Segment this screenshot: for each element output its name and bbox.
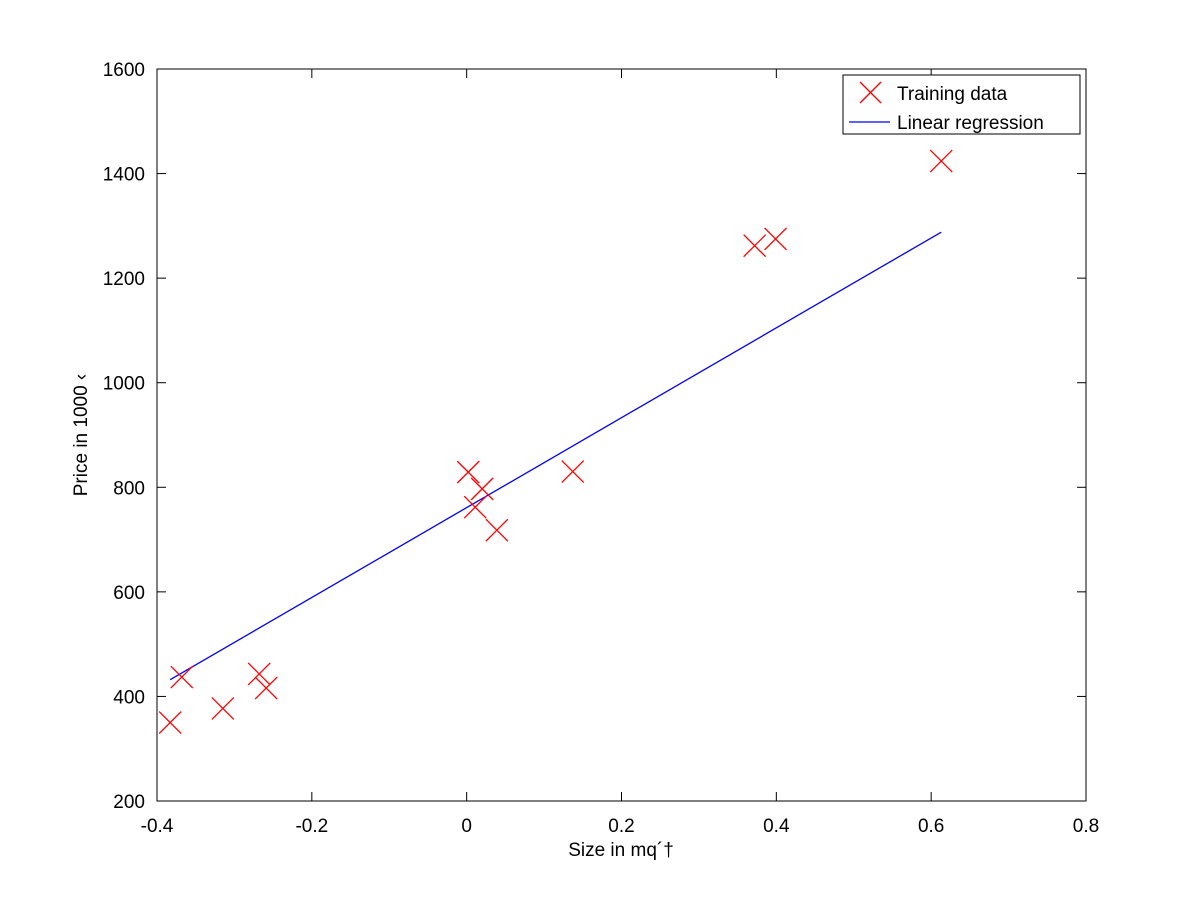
x-tick-label: -0.2: [295, 816, 328, 837]
legend-marker-training-data: [859, 81, 882, 104]
data-point: [929, 149, 953, 173]
regression-line: [169, 231, 942, 681]
plot-background: [157, 69, 1086, 801]
data-point: [456, 460, 480, 484]
plot-frame: [156, 68, 1087, 802]
data-point-stroke: [158, 711, 182, 735]
data-point: [254, 676, 278, 700]
data-point-stroke: [211, 696, 235, 720]
x-tick-label: 0: [461, 816, 472, 837]
legend: Training data Linear regression: [842, 74, 1081, 135]
data-point-stroke: [470, 477, 494, 501]
x-tick-label: 0.6: [918, 816, 944, 837]
data-point: [158, 711, 182, 735]
y-tick-label: 1600: [103, 60, 145, 81]
y-tick-label: 1200: [103, 269, 145, 290]
data-point: [170, 665, 194, 689]
data-point-stroke: [456, 460, 480, 484]
data-point: [743, 234, 767, 258]
data-point-stroke: [247, 662, 271, 686]
chart-marks: [158, 149, 953, 735]
legend-label-linear-regression: Linear regression: [897, 113, 1044, 134]
data-point-stroke: [170, 665, 194, 689]
data-point-stroke: [463, 495, 487, 519]
x-tick-label: 0.4: [763, 816, 790, 837]
data-point-stroke: [743, 234, 767, 258]
y-tick-labels: 200 400 600 800 1000 1200 1400 1600: [103, 60, 145, 813]
y-tick-label: 600: [113, 583, 145, 604]
x-tick-label: 0.8: [1073, 816, 1099, 837]
legend-box: [842, 74, 1081, 135]
x-axis-label: Size in mq´†: [568, 840, 674, 861]
data-point-stroke: [485, 518, 509, 542]
x-tick-label: 0.2: [608, 816, 634, 837]
legend-label-training-data: Training data: [897, 84, 1008, 105]
y-tick-label: 400: [113, 687, 145, 708]
data-point: [463, 495, 487, 519]
data-point-stroke: [764, 227, 788, 251]
data-point: [247, 662, 271, 686]
y-tick-label: 200: [113, 792, 145, 813]
data-point: [211, 696, 235, 720]
x-tick-labels: -0.4 -0.2 0 0.2 0.4 0.6 0.8: [141, 816, 1100, 837]
data-point-stroke: [561, 460, 585, 484]
data-point: [764, 227, 788, 251]
y-tick-label: 800: [113, 478, 145, 499]
y-tick-label: 1000: [103, 374, 145, 395]
x-tick-label: -0.4: [141, 816, 174, 837]
data-point-stroke: [254, 676, 278, 700]
y-tick-label: 1400: [103, 165, 145, 186]
y-axis-label: Price in 1000 ‹: [71, 374, 92, 497]
data-point-stroke: [929, 149, 953, 173]
data-point: [561, 460, 585, 484]
data-point: [485, 518, 509, 542]
data-point: [470, 477, 494, 501]
